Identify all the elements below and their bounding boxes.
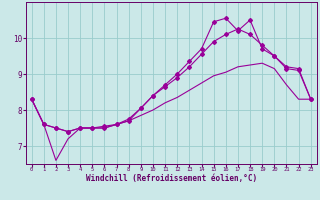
X-axis label: Windchill (Refroidissement éolien,°C): Windchill (Refroidissement éolien,°C) [86, 174, 257, 183]
